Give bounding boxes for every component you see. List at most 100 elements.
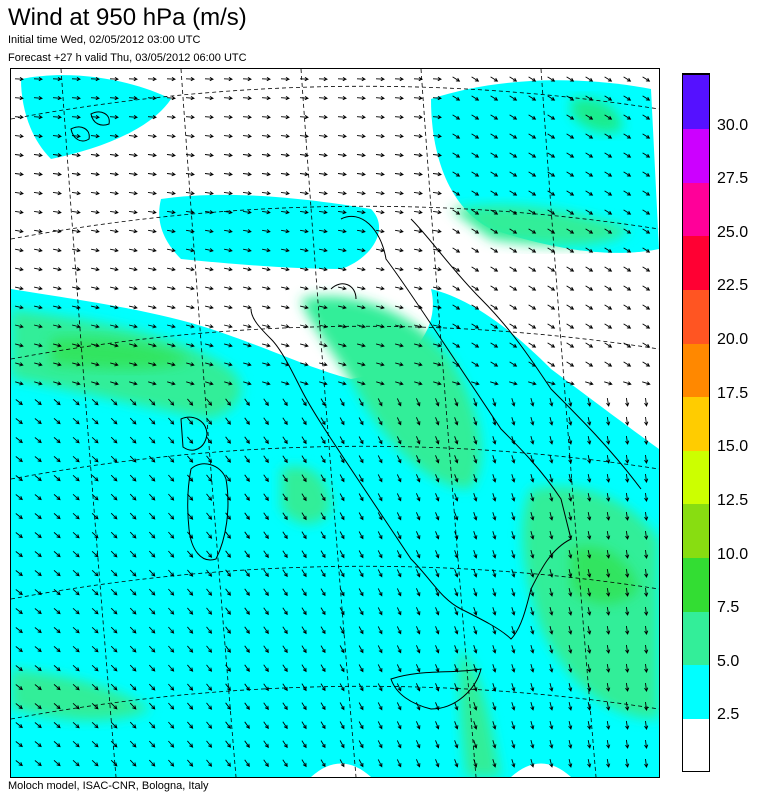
wind-arrow bbox=[53, 362, 62, 367]
wind-arrow bbox=[338, 381, 347, 386]
wind-arrow bbox=[225, 588, 231, 596]
wind-arrow bbox=[473, 417, 478, 426]
wind-arrow bbox=[129, 455, 137, 463]
wind-arrow bbox=[623, 361, 632, 367]
wind-arrow bbox=[282, 626, 288, 635]
wind-arrow bbox=[166, 191, 176, 196]
wind-arrow bbox=[301, 702, 307, 711]
wind-arrow bbox=[528, 114, 537, 120]
wind-arrow bbox=[91, 626, 99, 634]
wind-arrow bbox=[148, 381, 157, 386]
wind-arrow bbox=[320, 721, 326, 730]
wind-arrow bbox=[644, 682, 649, 692]
wind-arrow bbox=[454, 436, 459, 445]
wind-arrow bbox=[90, 343, 100, 348]
wind-arrow bbox=[375, 115, 385, 120]
wind-arrow bbox=[530, 701, 535, 711]
wind-arrow bbox=[52, 77, 62, 82]
wind-arrow bbox=[72, 664, 80, 672]
wind-arrow bbox=[261, 191, 271, 196]
wind-arrow bbox=[642, 381, 651, 386]
wind-arrow bbox=[185, 153, 195, 158]
meridian-line bbox=[420, 69, 477, 777]
wind-arrow bbox=[490, 266, 499, 272]
wind-arrow bbox=[454, 398, 459, 407]
wind-arrow bbox=[604, 381, 613, 386]
wind-arrow bbox=[471, 323, 480, 329]
wind-arrow bbox=[473, 512, 478, 521]
wind-arrow bbox=[15, 229, 24, 234]
wind-arrow bbox=[338, 210, 347, 215]
wind-arrow bbox=[205, 267, 214, 272]
wind-arrow bbox=[432, 77, 442, 82]
wind-arrow bbox=[490, 342, 499, 348]
legend-tick-label: 15.0 bbox=[717, 438, 749, 456]
wind-arrow bbox=[72, 248, 81, 253]
wind-arrow bbox=[568, 435, 573, 445]
wind-arrow bbox=[509, 228, 518, 234]
wind-arrow bbox=[452, 266, 461, 272]
parallel-line bbox=[11, 325, 659, 360]
wind-arrow bbox=[282, 759, 288, 768]
wind-arrow bbox=[358, 531, 364, 540]
wind-arrow bbox=[53, 399, 61, 406]
wind-arrow bbox=[375, 191, 385, 196]
wind-arrow bbox=[623, 247, 632, 253]
wind-arrow bbox=[224, 229, 233, 234]
wind-arrow bbox=[318, 191, 328, 196]
wind-arrow bbox=[129, 512, 137, 520]
wind-arrow bbox=[244, 398, 250, 406]
wind-arrow bbox=[148, 759, 156, 767]
wind-arrow bbox=[511, 455, 516, 464]
wind-arrow bbox=[396, 417, 402, 426]
wind-arrow bbox=[413, 191, 423, 196]
wind-arrow bbox=[90, 305, 100, 310]
wind-arrow bbox=[34, 741, 42, 748]
wind-arrow bbox=[394, 134, 404, 139]
wind-arrow bbox=[129, 398, 137, 406]
wind-arrow bbox=[415, 740, 421, 749]
wind-arrow bbox=[110, 607, 118, 615]
wind-arrow bbox=[263, 455, 269, 464]
wind-arrow bbox=[91, 645, 99, 653]
wind-arrow bbox=[33, 115, 43, 120]
wind-arrow bbox=[454, 474, 459, 483]
wind-arrow bbox=[530, 435, 535, 445]
wind-arrow bbox=[433, 267, 442, 272]
wind-arrow bbox=[454, 721, 459, 730]
wind-arrow bbox=[492, 417, 497, 426]
wind-arrow bbox=[206, 398, 213, 406]
wind-arrow bbox=[413, 153, 423, 158]
wind-arrow bbox=[15, 210, 24, 215]
wind-arrow bbox=[90, 115, 100, 120]
wind-arrow bbox=[91, 436, 99, 444]
wind-arrow bbox=[168, 759, 175, 767]
wind-arrow bbox=[511, 550, 516, 559]
wind-arrow bbox=[15, 741, 23, 748]
wind-arrow bbox=[14, 324, 24, 329]
wind-arrow bbox=[168, 436, 175, 444]
wind-arrow bbox=[547, 209, 556, 215]
wind-arrow bbox=[225, 569, 231, 577]
wind-arrow bbox=[110, 381, 119, 386]
wind-arrow bbox=[91, 759, 99, 767]
wind-arrow bbox=[566, 285, 575, 291]
wind-arrow bbox=[186, 381, 195, 386]
wind-region-7p5ms bbox=[281, 466, 331, 524]
wind-arrow bbox=[492, 759, 497, 768]
wind-arrow bbox=[473, 683, 478, 692]
wind-arrow bbox=[320, 759, 326, 768]
wind-arrow bbox=[72, 210, 81, 215]
wind-arrow bbox=[549, 549, 554, 559]
wind-arrow bbox=[34, 494, 42, 501]
wind-arrow bbox=[110, 759, 118, 767]
wind-arrow bbox=[604, 190, 613, 196]
wind-arrow bbox=[490, 95, 499, 101]
wind-arrow bbox=[282, 417, 288, 426]
wind-arrow bbox=[263, 436, 269, 445]
wind-arrow bbox=[511, 721, 516, 730]
wind-arrow bbox=[205, 248, 214, 253]
wind-arrow bbox=[528, 209, 537, 215]
wind-arrow bbox=[492, 721, 497, 730]
wind-arrow bbox=[396, 626, 402, 635]
